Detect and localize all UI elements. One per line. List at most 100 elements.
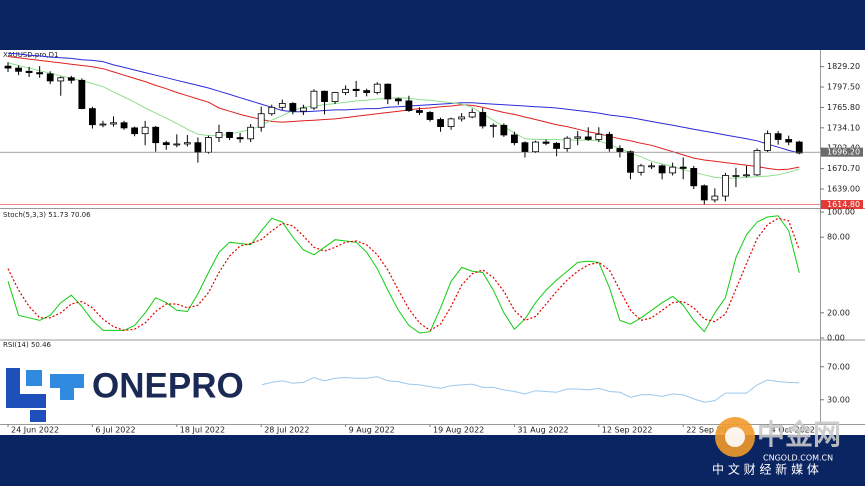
candle-body: [764, 133, 771, 151]
price-label: 1696.20: [827, 148, 860, 157]
candle-body: [584, 136, 592, 140]
candle-body: [743, 174, 750, 177]
candle-body: [521, 142, 529, 153]
candle-body: [774, 133, 782, 140]
candle-body: [500, 124, 508, 136]
candle-body: [468, 112, 476, 118]
logo-shape: [60, 388, 74, 400]
candle-body: [152, 126, 160, 144]
candle-body: [574, 136, 582, 139]
candle-body: [15, 67, 22, 72]
panel-title: RSI(14) 50.46: [3, 341, 52, 349]
logo-text: ONEPRO: [92, 366, 244, 405]
candle-body: [605, 133, 613, 149]
y-tick-label: 70.00: [827, 362, 850, 371]
y-tick-label: 30.00: [827, 395, 850, 404]
candle-body: [753, 150, 761, 176]
candle-body: [542, 141, 550, 144]
candle-body: [57, 77, 65, 82]
y-tick-label: 1765.80: [827, 103, 860, 112]
y-tick-label: 1829.20: [827, 62, 860, 71]
candle-body: [25, 70, 33, 73]
y-tick-label: 1670.70: [827, 164, 860, 173]
candle-body: [67, 77, 75, 81]
candle-body: [226, 131, 233, 138]
candle-body: [690, 168, 698, 187]
candle-body: [563, 137, 571, 149]
candle-body: [99, 123, 107, 126]
cn-logo-inner: [725, 427, 745, 447]
y-tick-label: 80.00: [827, 233, 850, 242]
candle-body: [732, 175, 740, 177]
x-tick-label: 19 Aug 2022: [433, 426, 484, 435]
candle-body: [36, 72, 44, 75]
candle-body: [120, 122, 128, 129]
candle-body: [236, 137, 244, 140]
cn-name: 中金网: [757, 418, 841, 451]
logo-shape: [50, 374, 84, 388]
candle-body: [637, 165, 645, 173]
panel-title: Stoch(5,3,3) 51.73 70.06: [3, 211, 91, 219]
candle-body: [162, 142, 170, 146]
candle-body: [489, 124, 497, 127]
series-line: [7, 62, 800, 179]
candle-body: [384, 83, 392, 100]
candle-body: [46, 73, 54, 82]
candle-body: [289, 103, 297, 112]
y-tick-label: 1797.50: [827, 83, 860, 92]
candle-body: [278, 103, 286, 108]
price-label-box: [821, 200, 863, 210]
candle-body: [405, 100, 413, 111]
candle-body: [532, 141, 539, 153]
candle-body: [627, 151, 634, 173]
candle-body: [394, 98, 402, 102]
candle-body: [131, 127, 139, 135]
x-tick-label: 12 Sep 2022: [602, 426, 653, 435]
candle-body: [711, 195, 719, 201]
x-tick-label: 22 Sep 2022: [686, 426, 737, 435]
x-tick-label: 24 Jun 2022: [11, 426, 59, 435]
candle-body: [700, 185, 708, 201]
cn-site: CNGOLD.COM.CN: [763, 454, 833, 463]
candle-body: [722, 175, 729, 197]
candle-body: [795, 141, 803, 154]
x-tick-label: 31 Aug 2022: [517, 426, 568, 435]
candle-body: [110, 122, 117, 125]
candle-body: [658, 165, 666, 174]
candle-body: [363, 90, 371, 93]
candle-body: [616, 148, 624, 153]
y-tick-label: 1639.00: [827, 184, 860, 193]
price-label-box: [821, 147, 863, 157]
candle-body: [458, 116, 466, 120]
candle-body: [785, 139, 793, 143]
candle-body: [268, 106, 276, 115]
candle-body: [331, 92, 339, 102]
y-tick-label: 1734.10: [827, 123, 860, 132]
candle-body: [479, 112, 487, 127]
candle-body: [205, 137, 212, 153]
price-label: 1614.80: [827, 200, 860, 209]
candle-body: [679, 166, 687, 169]
logo-shape: [26, 370, 42, 386]
logo-shape: [6, 394, 46, 408]
candle-body: [310, 90, 318, 109]
candle-body: [595, 133, 603, 140]
x-tick-label: 4 Oct 2022: [771, 426, 815, 435]
candle-body: [299, 107, 307, 112]
plot: XAUUSD.pro,D11829.201797.501765.801734.1…: [0, 51, 863, 435]
candle-body: [510, 134, 518, 144]
y-tick-label: 20.00: [827, 308, 850, 317]
overlay: ONEPRO 中金网 CNGOLD.COM.CN 中 文 财 经 新 媒 体: [0, 362, 841, 477]
candle-body: [173, 143, 181, 146]
y-tick-label: 100.00: [827, 208, 855, 217]
candle-body: [78, 79, 86, 109]
x-tick-label: 28 Jul 2022: [264, 426, 309, 435]
candle-body: [426, 112, 434, 120]
candle-body: [141, 126, 149, 135]
candle-body: [321, 90, 328, 102]
candle-body: [416, 110, 423, 113]
x-tick-label: 6 Jul 2022: [95, 426, 135, 435]
candle-body: [437, 119, 444, 128]
logo-shape: [30, 410, 46, 422]
x-tick-label: 9 Aug 2022: [349, 426, 395, 435]
